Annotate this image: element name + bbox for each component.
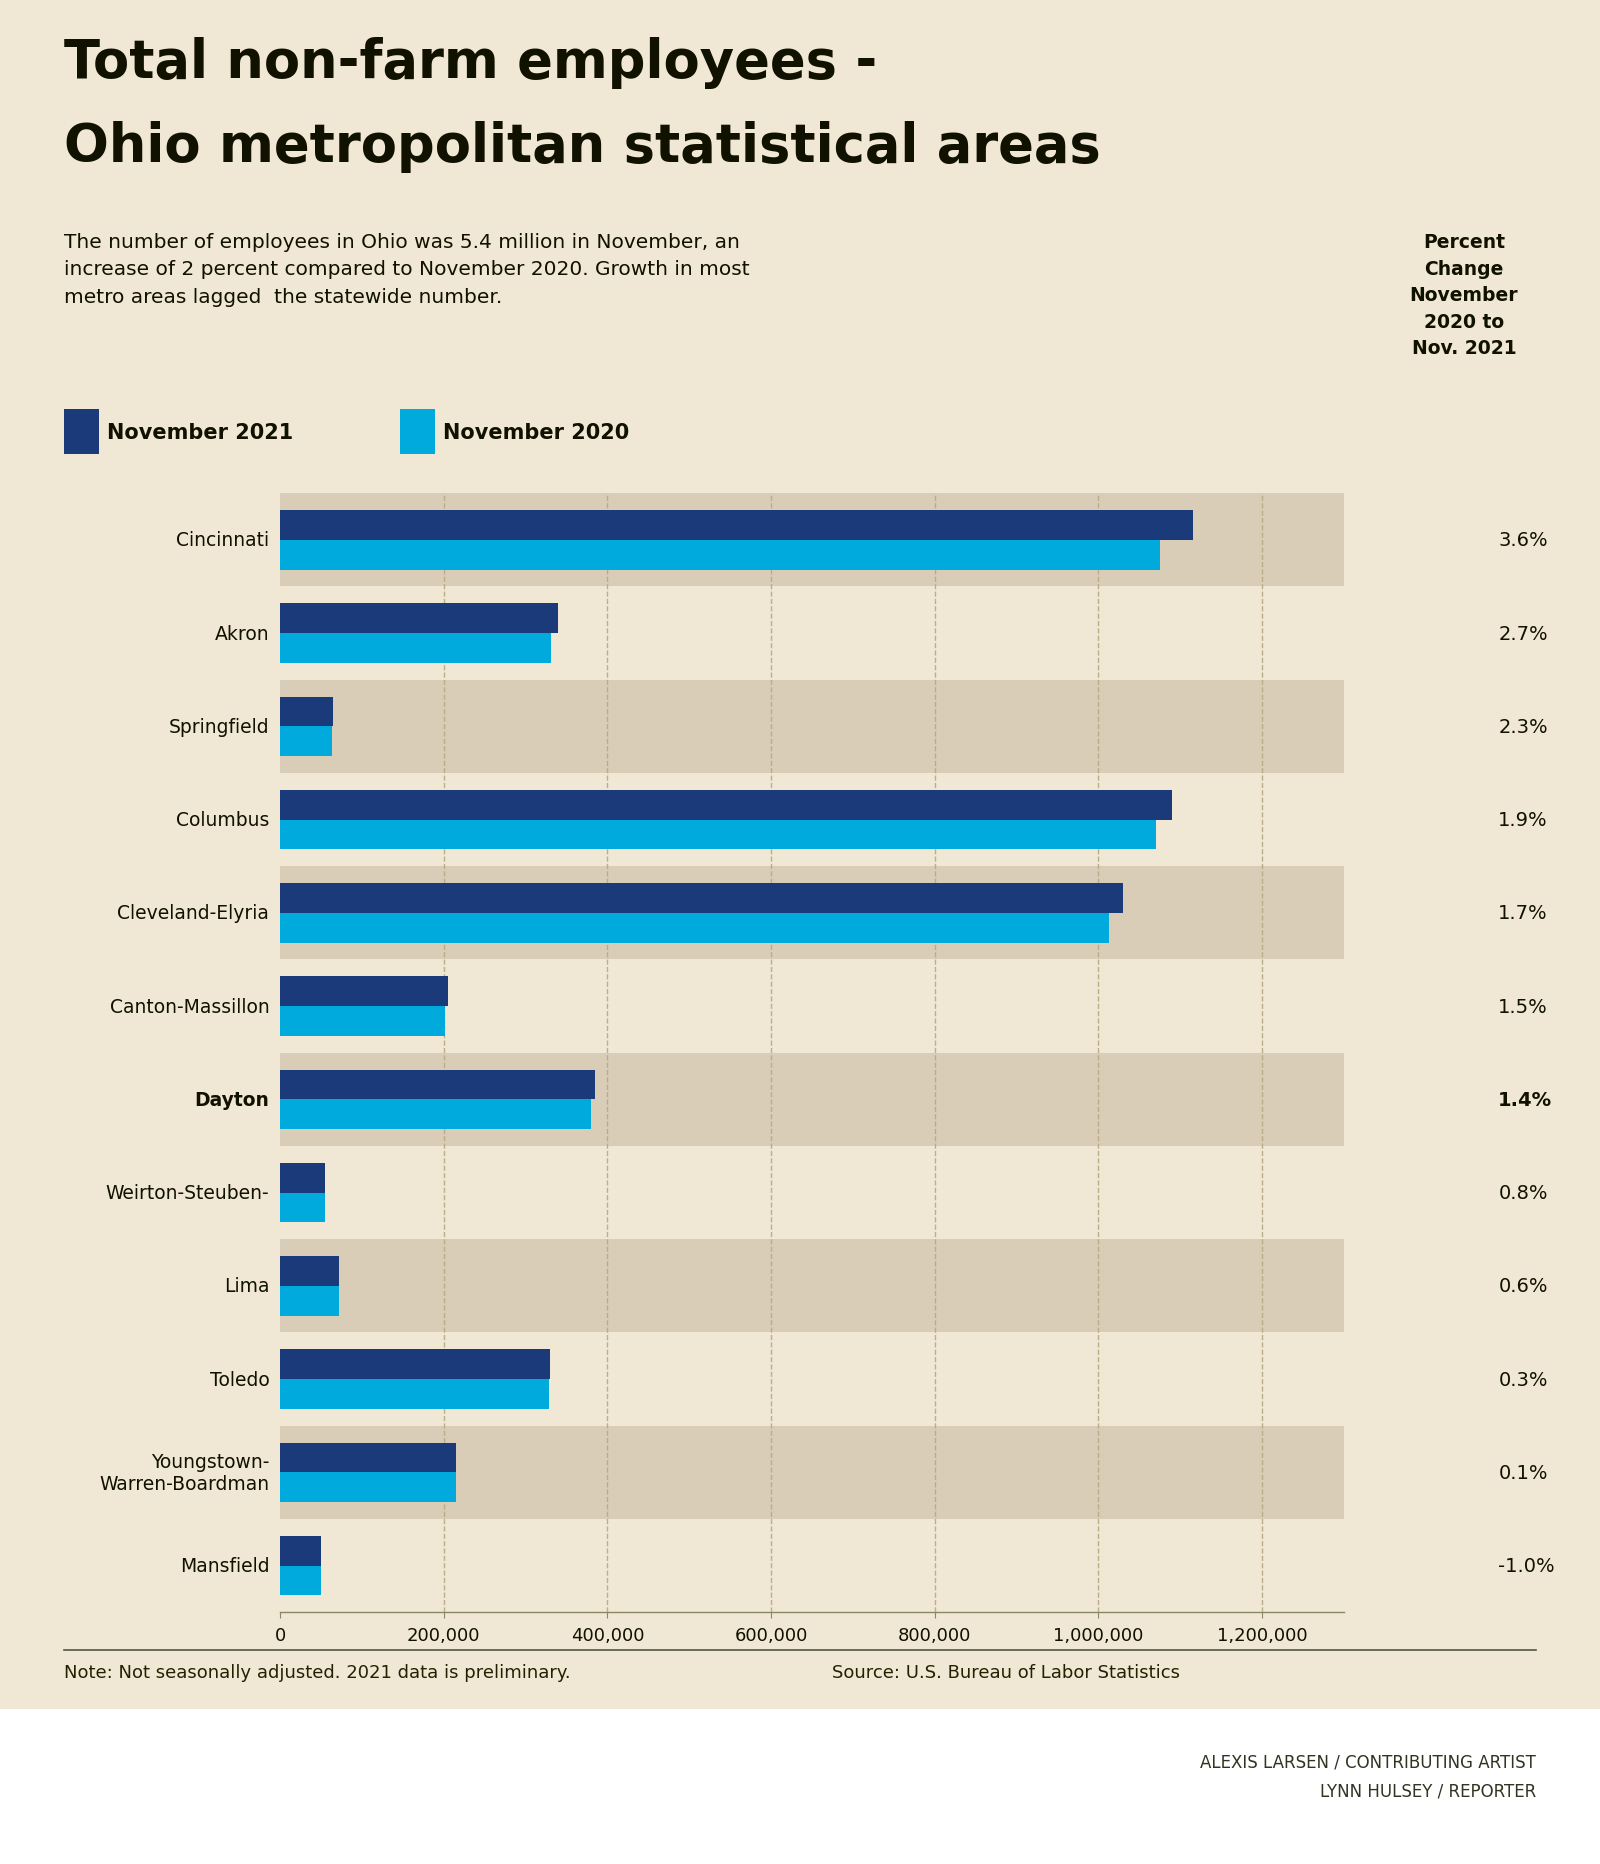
Bar: [280, 820, 1155, 850]
Text: Youngstown-
Warren-Boardman: Youngstown- Warren-Boardman: [99, 1452, 269, 1493]
Bar: [280, 774, 1344, 867]
Text: ALEXIS LARSEN / CONTRIBUTING ARTIST
LYNN HULSEY / REPORTER: ALEXIS LARSEN / CONTRIBUTING ARTIST LYNN…: [1200, 1752, 1536, 1799]
Text: 0.8%: 0.8%: [1498, 1184, 1547, 1202]
Text: 1.4%: 1.4%: [1498, 1090, 1552, 1109]
Bar: [280, 1443, 456, 1473]
Bar: [280, 977, 448, 1007]
Text: Percent
Change
November
2020 to
Nov. 2021: Percent Change November 2020 to Nov. 202…: [1410, 233, 1518, 358]
Bar: [280, 1566, 322, 1596]
Text: Akron: Akron: [214, 624, 269, 643]
Text: 0.1%: 0.1%: [1498, 1463, 1547, 1482]
Bar: [280, 604, 558, 634]
Text: 1.9%: 1.9%: [1498, 811, 1547, 829]
Bar: [280, 1100, 590, 1130]
Bar: [280, 790, 1173, 820]
Text: Cincinnati: Cincinnati: [176, 531, 269, 550]
Text: The number of employees in Ohio was 5.4 million in November, an
increase of 2 pe: The number of employees in Ohio was 5.4 …: [64, 233, 750, 306]
Bar: [280, 1256, 339, 1286]
Bar: [280, 1333, 1344, 1426]
Bar: [280, 1286, 339, 1316]
Bar: [280, 960, 1344, 1053]
Bar: [280, 494, 1344, 587]
Bar: [280, 913, 1109, 943]
Text: Dayton: Dayton: [195, 1090, 269, 1109]
Text: Cleveland-Elyria: Cleveland-Elyria: [117, 904, 269, 923]
Bar: [280, 634, 550, 664]
Text: Source: U.S. Bureau of Labor Statistics: Source: U.S. Bureau of Labor Statistics: [832, 1663, 1181, 1681]
Bar: [280, 1146, 1344, 1240]
Text: -1.0%: -1.0%: [1498, 1556, 1555, 1575]
Text: Ohio metropolitan statistical areas: Ohio metropolitan statistical areas: [64, 121, 1101, 173]
Bar: [280, 680, 1344, 774]
Text: Columbus: Columbus: [176, 811, 269, 829]
Bar: [280, 1350, 550, 1379]
Text: Canton-Massillon: Canton-Massillon: [110, 997, 269, 1016]
Bar: [280, 1426, 1344, 1519]
Text: 2.3%: 2.3%: [1498, 718, 1547, 736]
Bar: [280, 884, 1123, 913]
Bar: [280, 1473, 456, 1502]
Text: 0.6%: 0.6%: [1498, 1277, 1547, 1295]
Bar: [280, 1519, 1344, 1612]
Text: Note: Not seasonally adjusted. 2021 data is preliminary.: Note: Not seasonally adjusted. 2021 data…: [64, 1663, 571, 1681]
Bar: [280, 1240, 1344, 1333]
Bar: [280, 511, 1192, 541]
Bar: [280, 1536, 322, 1566]
Bar: [280, 697, 333, 727]
Text: Mansfield: Mansfield: [179, 1556, 269, 1575]
Text: 2.7%: 2.7%: [1498, 624, 1547, 643]
Bar: [280, 727, 331, 757]
Bar: [280, 1163, 325, 1193]
Text: Springfield: Springfield: [168, 718, 269, 736]
Bar: [280, 541, 1160, 570]
Text: Total non-farm employees -: Total non-farm employees -: [64, 37, 877, 89]
Bar: [280, 1007, 445, 1036]
Text: 1.7%: 1.7%: [1498, 904, 1547, 923]
Text: November 2020: November 2020: [443, 423, 629, 442]
Text: Weirton-Steuben-: Weirton-Steuben-: [106, 1184, 269, 1202]
Bar: [280, 1193, 325, 1223]
Text: Toledo: Toledo: [210, 1370, 269, 1389]
Text: November 2021: November 2021: [107, 423, 293, 442]
Text: 0.3%: 0.3%: [1498, 1370, 1547, 1389]
Text: 3.6%: 3.6%: [1498, 531, 1547, 550]
Bar: [280, 587, 1344, 680]
Bar: [280, 867, 1344, 960]
Bar: [280, 1053, 1344, 1146]
Text: Lima: Lima: [224, 1277, 269, 1295]
Text: 1.5%: 1.5%: [1498, 997, 1549, 1016]
Bar: [280, 1070, 595, 1100]
Bar: [280, 1379, 549, 1409]
